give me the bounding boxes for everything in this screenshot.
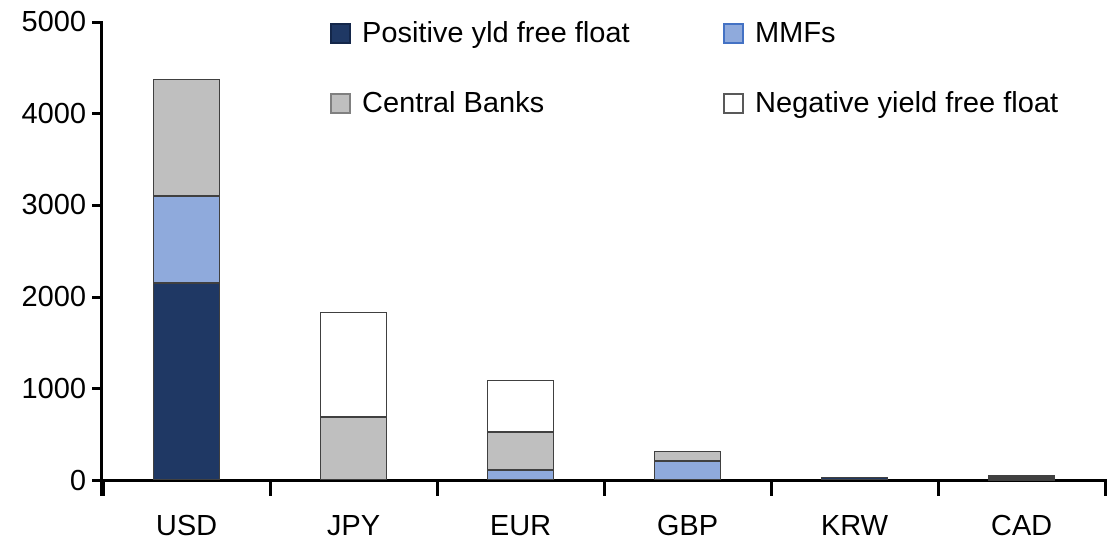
legend-label: MMFs bbox=[755, 17, 836, 49]
x-axis-label-cad: CAD bbox=[990, 510, 1053, 542]
bar-segment-central-banks-jpy bbox=[320, 417, 387, 481]
bar-segment-positive-yld-free-float-usd bbox=[153, 283, 220, 481]
legend-item-central-banks: Central Banks bbox=[330, 87, 545, 119]
y-axis-tick-label: 2000 bbox=[21, 281, 86, 314]
y-axis-tick-label: 3000 bbox=[21, 189, 86, 222]
bar-segment-mmfs-gbp bbox=[654, 461, 721, 481]
x-axis-label-gbp: GBP bbox=[656, 510, 719, 542]
legend-label: Central Banks bbox=[362, 87, 545, 119]
x-axis-tick bbox=[602, 479, 606, 496]
x-axis-label-eur: EUR bbox=[489, 510, 552, 542]
y-axis-tick-label: 5000 bbox=[21, 6, 86, 38]
legend-item-positive-yld-free-float: Positive yld free float bbox=[330, 17, 630, 49]
bar-segment-central-banks-cad bbox=[988, 475, 1055, 478]
y-axis-line bbox=[100, 20, 103, 496]
legend-swatch-mmfs bbox=[723, 22, 744, 44]
y-axis-tick bbox=[92, 112, 103, 116]
legend-swatch-central-banks bbox=[330, 92, 351, 114]
y-axis-tick bbox=[92, 479, 103, 482]
x-axis-tick bbox=[1103, 479, 1107, 496]
legend-swatch-negative-yield-free-float bbox=[723, 92, 744, 114]
bar-segment-central-banks-eur bbox=[487, 431, 554, 471]
y-axis-tick bbox=[92, 295, 103, 299]
bar-segment-central-banks-usd bbox=[153, 78, 220, 197]
x-axis-tick bbox=[769, 479, 773, 496]
bar-segment-negative-yield-free-float-eur bbox=[487, 379, 554, 432]
y-axis-tick bbox=[92, 387, 103, 391]
bar-segment-central-banks-gbp bbox=[654, 451, 721, 462]
x-axis-label-jpy: JPY bbox=[326, 510, 381, 542]
y-axis-tick-label: 4000 bbox=[21, 97, 86, 130]
bar-segment-positive-yld-free-float-krw bbox=[821, 476, 888, 481]
bar-segment-mmfs-usd bbox=[153, 196, 220, 284]
x-axis-tick bbox=[936, 479, 940, 496]
legend-item-mmfs: MMFs bbox=[723, 17, 836, 49]
bar-segment-negative-yield-free-float-jpy bbox=[320, 311, 387, 418]
legend-label: Negative yield free float bbox=[755, 87, 1059, 119]
x-axis-label-krw: KRW bbox=[820, 510, 889, 542]
y-axis-tick bbox=[92, 20, 103, 24]
y-axis-tick-label: 0 bbox=[69, 464, 86, 497]
legend-label: Positive yld free float bbox=[362, 17, 630, 49]
legend-swatch-positive-yld-free-float bbox=[330, 22, 351, 44]
bar-segment-mmfs-eur bbox=[487, 470, 554, 481]
x-axis-tick bbox=[101, 479, 105, 496]
y-axis-tick bbox=[92, 203, 103, 207]
x-axis-label-usd: USD bbox=[155, 510, 218, 542]
legend-item-negative-yield-free-float: Negative yield free float bbox=[723, 87, 1059, 119]
x-axis-tick bbox=[435, 479, 439, 496]
bar-segment-mmfs-cad bbox=[988, 477, 1055, 480]
y-axis-tick-label: 1000 bbox=[21, 372, 86, 405]
x-axis-tick bbox=[268, 479, 272, 496]
